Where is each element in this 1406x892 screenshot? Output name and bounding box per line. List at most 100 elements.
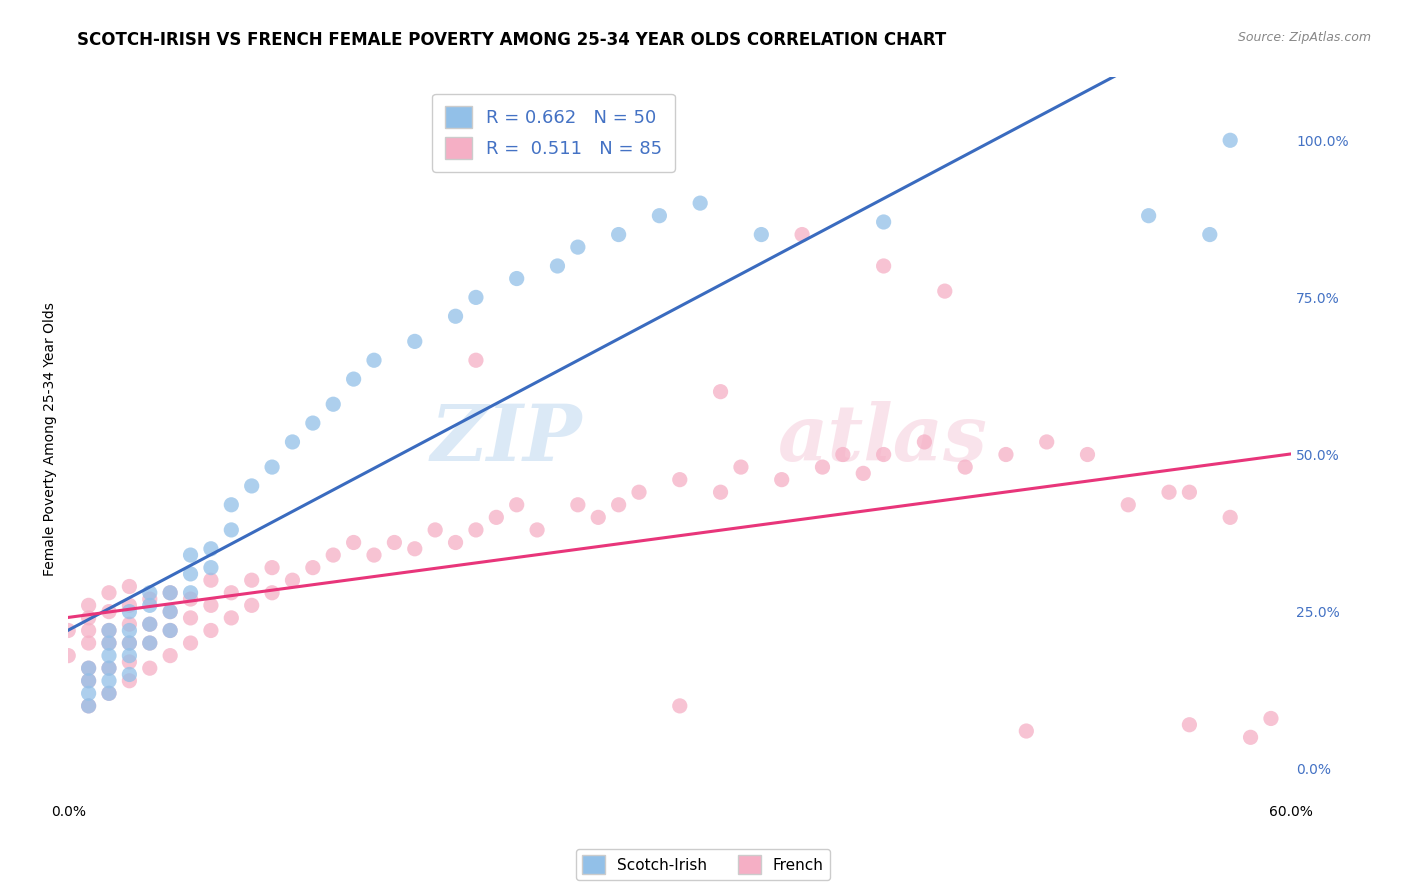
Point: [852, 467, 875, 481]
Point: [159, 586, 181, 600]
Point: [485, 510, 508, 524]
Point: [77, 599, 100, 613]
Point: [180, 611, 202, 625]
Point: [77, 661, 100, 675]
Point: [221, 586, 243, 600]
Point: [567, 240, 589, 254]
Point: [872, 215, 894, 229]
Point: [465, 353, 488, 368]
Point: [770, 473, 793, 487]
Point: [526, 523, 548, 537]
Point: [953, 460, 976, 475]
Point: [77, 698, 100, 713]
Point: [1137, 209, 1160, 223]
Point: [262, 586, 284, 600]
Point: [912, 434, 935, 449]
Point: [118, 667, 141, 681]
Point: [607, 498, 630, 512]
Point: [180, 548, 202, 562]
Point: [98, 636, 121, 650]
Point: [77, 661, 100, 675]
Point: [98, 673, 121, 688]
Point: [200, 624, 222, 638]
Point: [465, 523, 488, 537]
Point: [363, 548, 385, 562]
Point: [118, 599, 141, 613]
Point: [98, 586, 121, 600]
Point: [118, 636, 141, 650]
Point: [1157, 485, 1180, 500]
Point: [118, 605, 141, 619]
Point: [709, 485, 731, 500]
Point: [98, 661, 121, 675]
Point: [159, 624, 181, 638]
Point: [404, 334, 426, 349]
Point: [1219, 510, 1241, 524]
Point: [872, 259, 894, 273]
Point: [221, 523, 243, 537]
Point: [1219, 133, 1241, 147]
Point: [1076, 448, 1098, 462]
Point: [444, 535, 467, 549]
Point: [262, 560, 284, 574]
Legend: R = 0.662   N = 50, R =  0.511   N = 85: R = 0.662 N = 50, R = 0.511 N = 85: [432, 94, 675, 172]
Point: [546, 259, 568, 273]
Text: SCOTCH-IRISH VS FRENCH FEMALE POVERTY AMONG 25-34 YEAR OLDS CORRELATION CHART: SCOTCH-IRISH VS FRENCH FEMALE POVERTY AM…: [77, 31, 946, 49]
Point: [159, 605, 181, 619]
Point: [262, 460, 284, 475]
Point: [465, 290, 488, 304]
Point: [139, 617, 162, 632]
Point: [586, 510, 609, 524]
Point: [994, 448, 1017, 462]
Point: [118, 624, 141, 638]
Point: [159, 605, 181, 619]
Point: [221, 611, 243, 625]
Point: [77, 673, 100, 688]
Point: [404, 541, 426, 556]
Point: [200, 560, 222, 574]
Point: [118, 673, 141, 688]
Point: [281, 573, 304, 587]
Point: [322, 397, 344, 411]
Point: [77, 624, 100, 638]
Point: [58, 624, 80, 638]
Point: [730, 460, 752, 475]
Point: [58, 648, 80, 663]
Point: [200, 573, 222, 587]
Point: [668, 698, 690, 713]
Point: [159, 586, 181, 600]
Point: [139, 661, 162, 675]
Point: [240, 479, 263, 493]
Point: [749, 227, 772, 242]
Point: [139, 617, 162, 632]
Point: [425, 523, 447, 537]
Text: ZIP: ZIP: [430, 401, 582, 477]
Point: [98, 686, 121, 700]
Point: [1015, 724, 1038, 739]
Point: [98, 624, 121, 638]
Point: [322, 548, 344, 562]
Point: [627, 485, 650, 500]
Point: [648, 209, 671, 223]
Point: [505, 271, 527, 285]
Point: [221, 498, 243, 512]
Point: [363, 353, 385, 368]
Point: [118, 636, 141, 650]
Point: [118, 617, 141, 632]
Point: [934, 284, 956, 298]
Point: [118, 648, 141, 663]
Point: [98, 624, 121, 638]
Point: [831, 448, 853, 462]
Point: [709, 384, 731, 399]
Point: [607, 227, 630, 242]
Point: [302, 416, 325, 430]
Point: [159, 648, 181, 663]
Point: [98, 636, 121, 650]
Point: [180, 586, 202, 600]
Point: [118, 579, 141, 593]
Point: [505, 498, 527, 512]
Point: [200, 599, 222, 613]
Point: [98, 661, 121, 675]
Point: [790, 227, 813, 242]
Text: Source: ZipAtlas.com: Source: ZipAtlas.com: [1237, 31, 1371, 45]
